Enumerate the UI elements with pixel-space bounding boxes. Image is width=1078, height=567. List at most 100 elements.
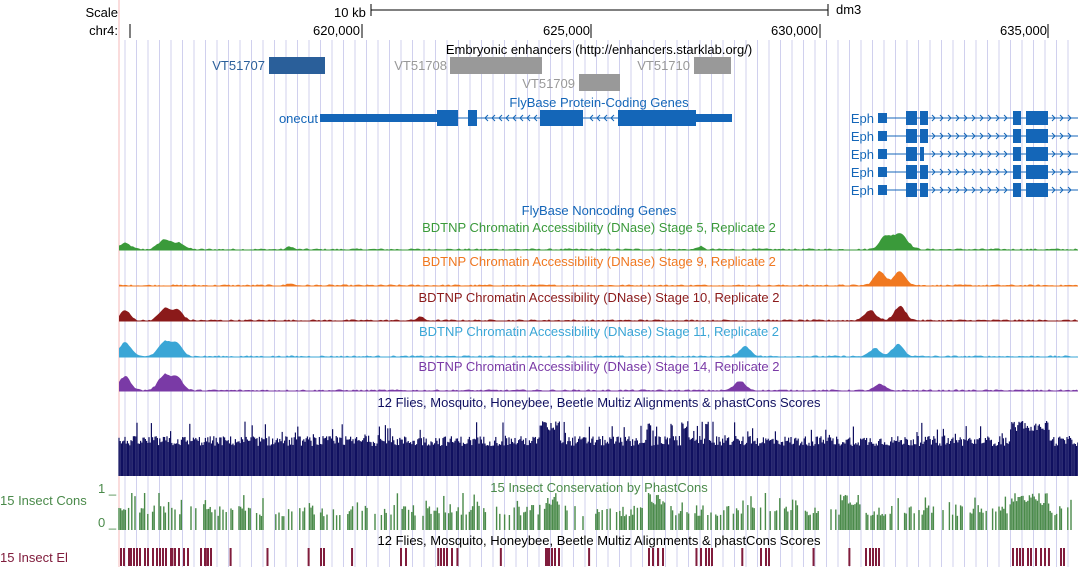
conserved-element: [1060, 548, 1062, 566]
chrom-label: chr4:: [89, 23, 118, 38]
strand-arrow: [931, 186, 936, 194]
conserved-element: [130, 548, 132, 566]
gene-label-eph[interactable]: Eph: [850, 147, 874, 162]
conserved-element: [652, 548, 654, 566]
elements-side-label[interactable]: 15 Insect El: [0, 550, 68, 565]
conserved-element: [878, 548, 880, 566]
conserved-element: [872, 548, 874, 566]
gene-exon: [1026, 183, 1048, 197]
conserved-element: [875, 548, 877, 566]
conserved-element: [588, 548, 591, 566]
gene-exon: [696, 114, 732, 122]
conserved-element: [1035, 548, 1037, 566]
conserved-element: [741, 548, 744, 566]
conserved-element: [144, 548, 146, 566]
gene-exon: [906, 111, 917, 125]
scale-label: Scale: [85, 5, 118, 20]
noncoding-track-title[interactable]: FlyBase Noncoding Genes: [521, 203, 677, 218]
strand-arrow: [979, 168, 984, 176]
gene-exon: [1013, 165, 1021, 179]
strand-arrow: [987, 168, 992, 176]
strand-arrow: [947, 168, 952, 176]
conserved-element: [554, 548, 556, 566]
enhancers-track-title[interactable]: Embryonic enhancers (http://enhancers.st…: [445, 42, 753, 57]
strand-arrow: [955, 168, 960, 176]
strand-arrow: [491, 114, 496, 122]
conserved-element: [711, 548, 713, 566]
conserved-element: [848, 548, 851, 566]
dnase-stage9-title[interactable]: BDTNP Chromatin Accessibility (DNase) St…: [422, 254, 776, 269]
position-tick-label: 630,000: [771, 23, 818, 38]
conserved-element: [123, 548, 125, 566]
conserved-element: [1030, 548, 1032, 566]
dnase-stage11-title[interactable]: BDTNP Chromatin Accessibility (DNase) St…: [418, 324, 780, 339]
strand-arrow: [995, 150, 1000, 158]
conserved-element: [1022, 548, 1024, 566]
conserved-element: [648, 548, 650, 566]
multiz-track-title[interactable]: 12 Flies, Mosquito, Honeybee, Beetle Mul…: [377, 395, 821, 410]
conserved-element: [400, 548, 402, 566]
conserved-element: [708, 548, 710, 566]
gene-label-onecut[interactable]: onecut: [278, 111, 318, 126]
enhancer-label-vt51710[interactable]: VT51710: [637, 58, 690, 73]
gene-exon: [920, 111, 928, 125]
conserved-element: [206, 548, 209, 566]
conserved-element: [178, 548, 180, 566]
strand-arrow: [987, 150, 992, 158]
gene-exon: [1013, 147, 1021, 161]
strand-arrow: [484, 114, 489, 122]
gene-label-eph[interactable]: Eph: [850, 165, 874, 180]
conserved-element: [1040, 548, 1042, 566]
phastcons-axis-max: 1 _: [98, 481, 117, 496]
strand-arrow: [1059, 186, 1064, 194]
gene-label-eph[interactable]: Eph: [850, 183, 874, 198]
strand-arrow: [963, 186, 968, 194]
strand-arrow: [1003, 150, 1008, 158]
gene-label-eph[interactable]: Eph: [850, 111, 874, 126]
conserved-element: [405, 548, 407, 566]
conserved-element: [139, 548, 141, 566]
conserved-element: [1012, 548, 1014, 566]
strand-arrow: [931, 168, 936, 176]
strand-arrow: [1067, 132, 1072, 140]
dnase-signal: [119, 270, 1078, 286]
conserved-element: [1016, 548, 1018, 566]
conserved-element: [1044, 548, 1046, 566]
strand-arrow: [931, 132, 936, 140]
phastcons-side-label[interactable]: 15 Insect Cons: [0, 493, 87, 508]
dnase-stage14-title[interactable]: BDTNP Chromatin Accessibility (DNase) St…: [418, 359, 780, 374]
enhancer-label-vt51709[interactable]: VT51709: [522, 76, 575, 91]
dnase-stage5-title[interactable]: BDTNP Chromatin Accessibility (DNase) St…: [422, 220, 776, 235]
conserved-element: [204, 548, 206, 566]
enhancer-label-vt51708[interactable]: VT51708: [394, 58, 447, 73]
strand-arrow: [995, 186, 1000, 194]
gene-exon: [1026, 147, 1048, 161]
strand-arrow: [971, 168, 976, 176]
phastcons-track-title[interactable]: 15 Insect Conservation by PhastCons: [490, 480, 708, 495]
strand-arrow: [987, 114, 992, 122]
strand-arrow: [979, 132, 984, 140]
gene-exon: [540, 110, 583, 126]
strand-arrow: [963, 132, 968, 140]
gene-exon: [906, 147, 917, 161]
gene-exon: [920, 165, 928, 179]
strand-arrow: [979, 186, 984, 194]
conserved-element: [768, 548, 770, 566]
conserved-element: [499, 548, 502, 566]
gene-label-eph[interactable]: Eph: [850, 129, 874, 144]
gene-exon: [906, 165, 917, 179]
dnase-signal: [119, 233, 1078, 250]
strand-arrow: [963, 150, 968, 158]
strand-arrow: [1059, 132, 1064, 140]
conserved-element: [440, 548, 442, 566]
conserved-element: [170, 548, 172, 566]
dnase-stage10-title[interactable]: BDTNP Chromatin Accessibility (DNase) St…: [418, 290, 780, 305]
strand-arrow: [995, 132, 1000, 140]
elements-track-title[interactable]: 12 Flies, Mosquito, Honeybee, Beetle Mul…: [377, 533, 821, 548]
strand-arrow: [498, 114, 503, 122]
coding-track-title[interactable]: FlyBase Protein-Coding Genes: [509, 95, 689, 110]
position-tick-label: 635,000: [1000, 23, 1047, 38]
enhancer-label-vt51707[interactable]: VT51707: [212, 58, 265, 73]
